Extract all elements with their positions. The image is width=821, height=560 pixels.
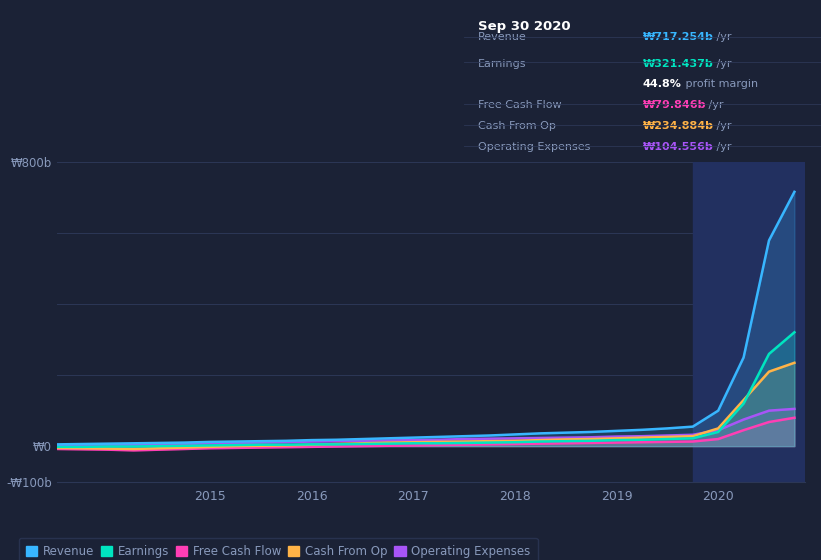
Text: Earnings: Earnings bbox=[478, 59, 526, 69]
Text: /yr: /yr bbox=[705, 100, 724, 110]
Text: ₩321.437b: ₩321.437b bbox=[643, 59, 713, 69]
Text: 44.8%: 44.8% bbox=[643, 78, 681, 88]
Text: /yr: /yr bbox=[713, 120, 732, 130]
Text: ₩717.254b: ₩717.254b bbox=[643, 32, 713, 42]
Text: /yr: /yr bbox=[713, 142, 732, 152]
Text: ₩79.846b: ₩79.846b bbox=[643, 100, 706, 110]
Text: Free Cash Flow: Free Cash Flow bbox=[478, 100, 562, 110]
Text: ₩104.556b: ₩104.556b bbox=[643, 142, 713, 152]
Legend: Revenue, Earnings, Free Cash Flow, Cash From Op, Operating Expenses: Revenue, Earnings, Free Cash Flow, Cash … bbox=[19, 538, 538, 560]
Text: /yr: /yr bbox=[713, 32, 732, 42]
Text: Cash From Op: Cash From Op bbox=[478, 120, 556, 130]
Text: ₩234.884b: ₩234.884b bbox=[643, 120, 713, 130]
Text: profit margin: profit margin bbox=[681, 78, 758, 88]
Text: /yr: /yr bbox=[713, 59, 732, 69]
Bar bbox=[693, 162, 814, 482]
Text: Sep 30 2020: Sep 30 2020 bbox=[478, 20, 571, 33]
Text: Operating Expenses: Operating Expenses bbox=[478, 142, 590, 152]
Text: Revenue: Revenue bbox=[478, 32, 527, 42]
